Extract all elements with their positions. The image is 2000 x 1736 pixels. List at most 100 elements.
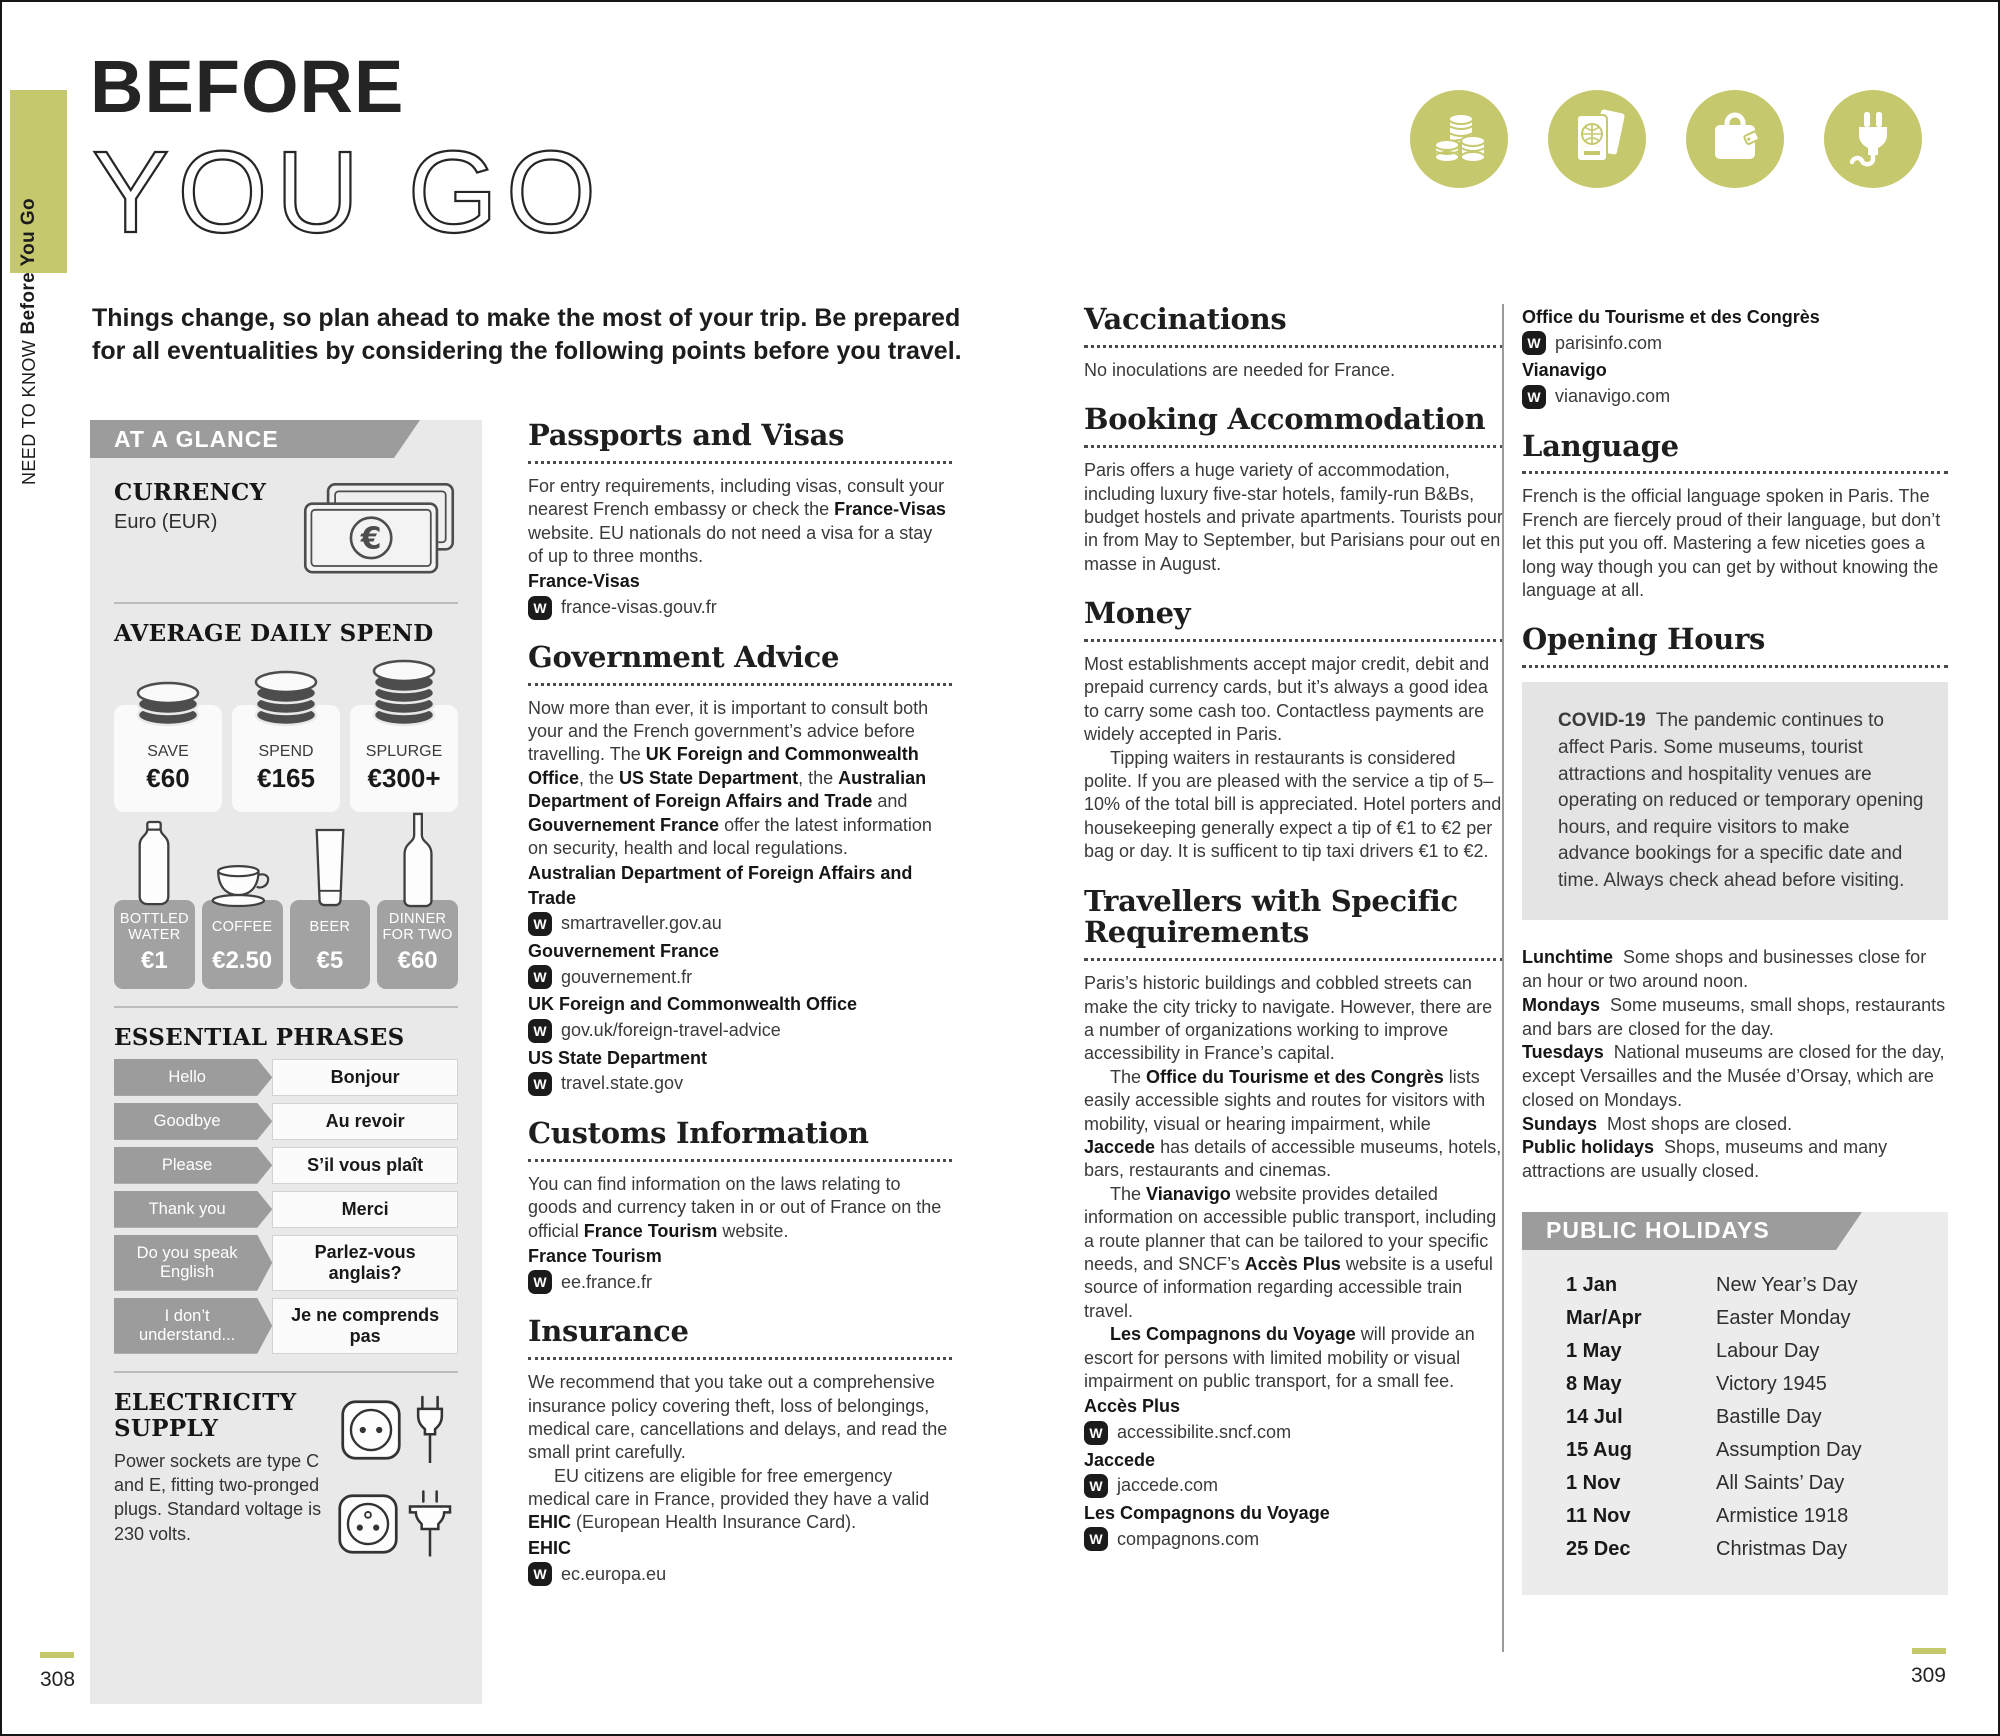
website-name: Les Compagnons du Voyage: [1084, 1502, 1330, 1523]
section-heading: Government Advice: [528, 639, 840, 674]
website-url: vianavigo.com: [1555, 386, 1671, 407]
website-url: compagnons.com: [1117, 1528, 1260, 1549]
body-paragraph: EU citizens are eligible for free emerge…: [528, 1465, 930, 1533]
phrase-row: I don’t understand... Je ne comprends pas: [114, 1297, 458, 1354]
sidebar-tab-small: NEED TO KNOW: [19, 334, 39, 485]
outline-title-svg: YOU GO: [91, 126, 597, 258]
holiday-row: 1 May Labour Day: [1566, 1340, 1940, 1363]
price-label: COFFEE: [211, 919, 273, 936]
page-number-left-value: 308: [40, 1668, 76, 1691]
plug-type-e-icon: [405, 1486, 455, 1562]
phrase-french: Parlez-vous anglais?: [272, 1234, 458, 1291]
electricity-label: ELECTRICITY SUPPLY: [114, 1388, 297, 1443]
shopping-bag-icon: [1703, 105, 1767, 174]
currency-label: CURRENCY: [114, 479, 267, 506]
price-card: BOTTLED WATER €1: [114, 821, 195, 990]
holiday-name: Easter Monday: [1716, 1306, 1851, 1329]
sidebar-tab-bold: Before You Go: [18, 197, 39, 335]
socket-plug-group: [337, 1486, 455, 1562]
holiday-date: 15 Aug: [1566, 1438, 1632, 1461]
sidebar-vertical-tab: NEED TO KNOW Before You Go: [18, 198, 40, 485]
divider: [114, 1006, 458, 1009]
schedule-item: Lunchtime Some shops and businesses clos…: [1522, 947, 1927, 992]
section-body: Now more than ever, it is important to c…: [528, 697, 952, 861]
holiday-name: Bastille Day: [1716, 1405, 1822, 1428]
section-opening-hours: Opening Hours COVID-19 The pandemic conti…: [1522, 624, 1948, 1184]
website-name: US State Department: [528, 1047, 708, 1068]
phrase-row: Goodbye Au revoir: [114, 1102, 458, 1140]
dotted-rule: [1522, 665, 1948, 669]
section-money: Money Most establishments accept major cr…: [1084, 597, 1504, 863]
water-bottle-icon: [133, 820, 175, 908]
spend-card: SPEND €165: [232, 671, 340, 813]
holiday-name: Labour Day: [1716, 1339, 1820, 1362]
body-paragraph: Les Compagnons du Voyage will provide an…: [1084, 1324, 1475, 1391]
holiday-row: 11 Nov Armistice 1918: [1566, 1505, 1940, 1528]
section-body: Paris offers a huge variety of accommoda…: [1084, 459, 1504, 576]
dotted-rule: [528, 460, 952, 464]
wine-bottle-icon: [401, 812, 435, 908]
price-card: BEER €5: [289, 829, 371, 990]
coin-stack-icon: [250, 670, 322, 727]
page-number-dash: [1912, 1648, 1946, 1654]
price-label: BEER: [309, 919, 351, 936]
phrase-row: Thank you Merci: [114, 1190, 458, 1228]
body-paragraph: French is the official language spoken i…: [1522, 486, 1941, 601]
public-holidays-rows: 1 Jan New Year’s Day Mar/Apr Easter Monday 1…: [1522, 1250, 1948, 1561]
phrase-english: Hello: [114, 1059, 272, 1096]
section-booking-accommodation: Booking Accommodation Paris offers a huge…: [1084, 403, 1504, 576]
column-passports-insurance: Passports and Visas For entry requirement…: [528, 419, 952, 1608]
body-paragraph: The Office du Tourisme et des Congrès li…: [1084, 1066, 1502, 1181]
website-url: gouvernement.fr: [561, 966, 693, 987]
page-title-line1: BEFORE: [90, 45, 405, 128]
covid-notice-text: COVID-19 The pandemic continues to affec…: [1558, 710, 1924, 891]
holiday-name: Victory 1945: [1716, 1372, 1827, 1395]
body-paragraph: The Vianavigo website provides detailed …: [1084, 1183, 1497, 1321]
column-divider: [1502, 304, 1504, 1652]
spend-card: SAVE €60: [114, 682, 222, 813]
coffee-cup-icon: [209, 860, 275, 908]
section-travellers-with-specific-requirements: Travellers with Specific Requirements Par…: [1084, 885, 1504, 1552]
public-holidays-box: PUBLIC HOLIDAYS 1 Jan New Year’s Day Mar/Ap…: [1522, 1211, 1948, 1595]
coins-icon: [1427, 105, 1491, 174]
website-url: ec.europa.eu: [561, 1563, 667, 1584]
schedule-item: Public holidays Shops, museums and many …: [1522, 1137, 1888, 1182]
spend-amount: €165: [257, 763, 315, 794]
coin-stack-icon: [132, 681, 204, 727]
socket-plug-group: [340, 1392, 452, 1468]
website-url: travel.state.gov: [561, 1073, 684, 1094]
holiday-date: 1 Jan: [1566, 1273, 1618, 1296]
schedule-item: Sundays Most shops are closed.: [1522, 1113, 1793, 1134]
divider: [114, 602, 458, 604]
website-name: France-Visas: [528, 571, 640, 592]
phrase-french: Au revoir: [272, 1102, 458, 1140]
website-icon: W: [1084, 1420, 1108, 1445]
body-paragraph: Paris offers a huge variety of accommoda…: [1084, 460, 1503, 574]
socket-type-e-icon: [337, 1493, 399, 1555]
website-name: Jaccede: [1084, 1449, 1156, 1470]
website-name: France Tourism: [528, 1245, 662, 1266]
body-paragraph: You can find information on the laws rel…: [528, 1173, 942, 1241]
schedule-item: Tuesdays National museums are closed for…: [1522, 1042, 1945, 1110]
spend-amount: €60: [146, 763, 190, 794]
phrases-label: ESSENTIAL PHRASES: [114, 1024, 405, 1052]
section-government-advice: Government Advice Now more than ever, it …: [528, 639, 952, 1096]
passport-icon-circle: [1548, 90, 1646, 188]
holiday-name: New Year’s Day: [1716, 1273, 1858, 1296]
spend-amount: €300+: [367, 763, 441, 794]
euro-banknote-icon: €: [300, 480, 458, 585]
daily-spend-label: AVERAGE DAILY SPEND: [114, 620, 434, 647]
phrase-french: Je ne comprends pas: [272, 1297, 458, 1354]
section-body: For entry requirements, including visas,…: [528, 475, 952, 569]
website-icon: W: [1084, 1473, 1108, 1498]
